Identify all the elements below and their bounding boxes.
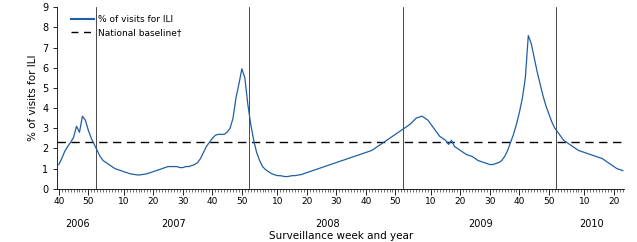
Y-axis label: % of visits for ILI: % of visits for ILI — [28, 55, 38, 141]
Text: 2006: 2006 — [66, 219, 90, 229]
Text: 2008: 2008 — [315, 219, 340, 229]
Text: 2007: 2007 — [162, 219, 187, 229]
Text: 2009: 2009 — [469, 219, 494, 229]
Text: 2010: 2010 — [580, 219, 604, 229]
X-axis label: Surveillance week and year: Surveillance week and year — [269, 231, 413, 241]
Legend: % of visits for ILI, National baseline†: % of visits for ILI, National baseline† — [68, 12, 185, 41]
